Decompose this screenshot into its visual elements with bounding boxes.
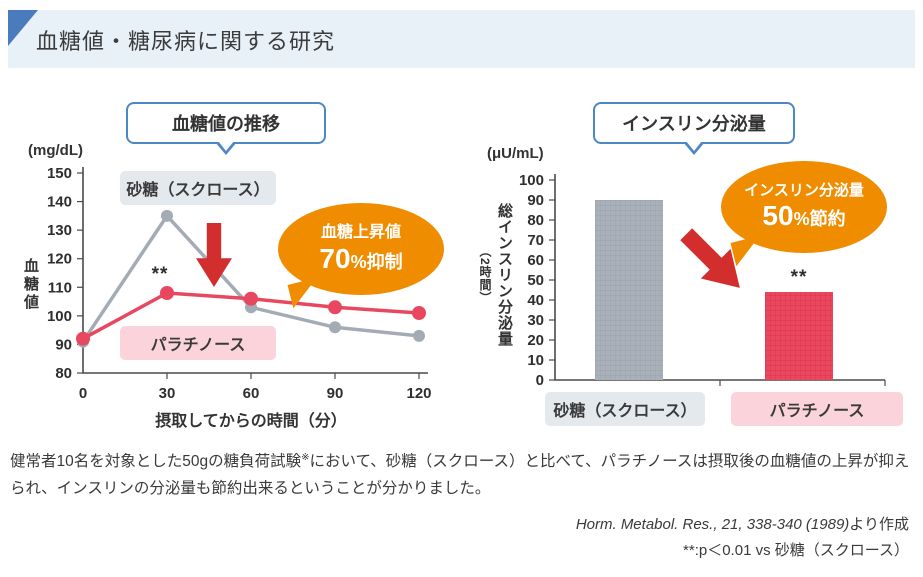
svg-text:**: ** xyxy=(791,267,808,288)
svg-text:0: 0 xyxy=(536,372,544,389)
svg-text:0: 0 xyxy=(79,385,87,402)
svg-text:80: 80 xyxy=(55,365,72,382)
badge-value: 70 xyxy=(319,242,351,274)
corner-triangle-icon xyxy=(8,10,38,46)
page-title: 血糖値・糖尿病に関する研究 xyxy=(36,29,336,54)
header-band: 血糖値・糖尿病に関する研究 xyxy=(8,10,915,68)
badge-text-line1: 血糖上昇値 xyxy=(320,224,401,242)
insulin-panel: 0 10 20 30 40 50 60 70 80 90 100 ** インスリン分泌量 (μU/mL… xyxy=(475,95,920,443)
svg-text:60: 60 xyxy=(527,252,544,269)
bar-chart-y-title: 総インスリン分泌量 xyxy=(496,203,513,347)
svg-text:70: 70 xyxy=(527,232,544,249)
svg-text:150: 150 xyxy=(47,165,72,182)
description-part1: 健常者10名を対象とした50gの糖負荷試験 xyxy=(10,453,302,471)
sucrose-series-label: 砂糖（スクロース） xyxy=(120,171,276,205)
badge-text-line2: 50%節約 xyxy=(762,200,845,232)
blood-glucose-panel: 80 90 100 110 120 130 140 150 0 30 60 90 120 ** 血糖値の推… xyxy=(20,95,465,443)
description-part2: において、砂糖（スクロース）と比べて、パラチノースは摂取後の血糖値の上昇が抑えら… xyxy=(10,453,910,497)
badge-suffix: %抑制 xyxy=(350,251,403,272)
palatinose-category-label: パラチノース xyxy=(731,392,903,426)
line-chart-title-bubble: 血糖値の推移 xyxy=(126,102,326,155)
citation-source: Horm. Metabol. Res., 21, 338-340 (1989)よ… xyxy=(576,512,909,538)
svg-text:20: 20 xyxy=(527,332,544,349)
svg-text:30: 30 xyxy=(527,312,544,329)
line-chart-y-title: 血糖値 xyxy=(22,258,39,312)
svg-text:90: 90 xyxy=(55,336,72,353)
insulin-bar-chart: 0 10 20 30 40 50 60 70 80 90 100 ** xyxy=(519,172,886,389)
svg-text:100: 100 xyxy=(47,308,72,325)
glucose-suppression-badge: 血糖上昇値 70%抑制 xyxy=(278,203,444,295)
significance-note: **:p＜0.01 vs 砂糖（スクロース） xyxy=(683,541,909,559)
blood-glucose-line-chart: 80 90 100 110 120 130 140 150 0 30 60 90 120 ** xyxy=(47,165,432,402)
bar-chart-title-bubble: インスリン分泌量 xyxy=(593,102,795,155)
svg-text:120: 120 xyxy=(47,251,72,268)
bar-chart-y-title-group: （2時間） 総インスリン分泌量 xyxy=(477,203,515,347)
svg-text:140: 140 xyxy=(47,194,72,211)
badge-value: 50 xyxy=(762,200,794,231)
citation-block: Horm. Metabol. Res., 21, 338-340 (1989)よ… xyxy=(576,512,909,563)
svg-text:30: 30 xyxy=(159,385,176,402)
svg-text:50: 50 xyxy=(527,272,544,289)
svg-text:90: 90 xyxy=(527,192,544,209)
svg-text:**: ** xyxy=(152,264,169,285)
citation-suffix: より作成 xyxy=(849,516,909,533)
bar-chart-y-title-sub: （2時間） xyxy=(478,245,492,305)
svg-text:100: 100 xyxy=(519,172,544,189)
svg-text:120: 120 xyxy=(406,385,431,402)
insulin-saving-badge: インスリン分泌量 50%節約 xyxy=(721,161,887,253)
citation-journal: Horm. Metabol. Res., 21, 338-340 (1989) xyxy=(575,516,850,533)
sucrose-category-label: 砂糖（スクロース） xyxy=(545,392,705,426)
badge-text-line2: 70%抑制 xyxy=(319,243,402,275)
palatinose-series-label: パラチノース xyxy=(120,326,276,360)
badge-suffix: %節約 xyxy=(793,209,846,229)
line-chart-y-unit: (mg/dL) xyxy=(28,142,83,159)
svg-text:80: 80 xyxy=(527,212,544,229)
svg-text:130: 130 xyxy=(47,222,72,239)
line-chart-x-title: 摂取してからの時間（分） xyxy=(155,413,347,430)
svg-text:40: 40 xyxy=(527,292,544,309)
description-text: 健常者10名を対象とした50gの糖負荷試験※において、砂糖（スクロース）と比べて… xyxy=(10,449,915,502)
svg-text:60: 60 xyxy=(243,385,260,402)
svg-text:110: 110 xyxy=(48,279,72,296)
bar-chart-y-unit: (μU/mL) xyxy=(487,145,544,162)
svg-text:90: 90 xyxy=(327,385,344,402)
reference-mark: ※ xyxy=(301,452,310,463)
svg-text:10: 10 xyxy=(527,352,544,369)
badge-text-line1: インスリン分泌量 xyxy=(744,182,864,199)
